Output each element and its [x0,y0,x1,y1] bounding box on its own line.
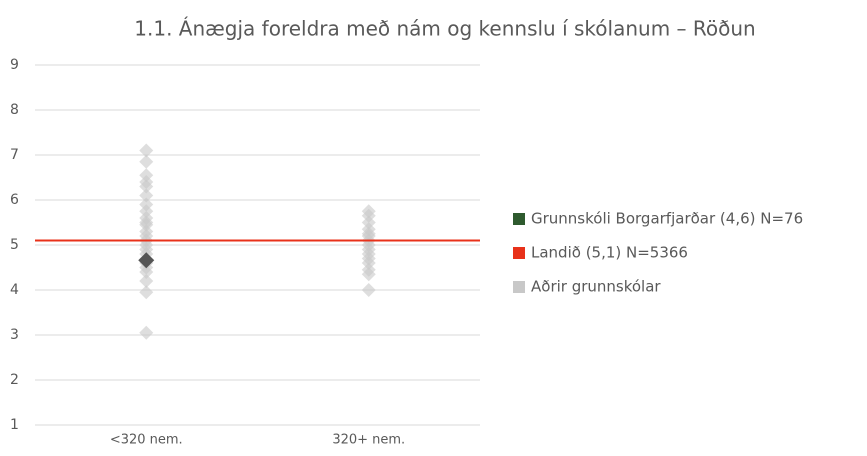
point [139,179,154,194]
x-tick-label: <320 nem. [110,433,183,448]
y-tick-label: 6 [10,192,19,208]
point [361,283,376,297]
chart-title: 1.1. Ánægja foreldra með nám og kennslu … [134,17,755,41]
y-tick-label: 2 [10,372,19,388]
point [139,325,154,340]
point [361,267,376,282]
y-tick-label: 3 [10,327,19,343]
y-tick-label: 5 [10,237,19,253]
legend-label: Landið (5,1) N=5366 [531,244,688,262]
legend-label: Grunnskóli Borgarfjarðar (4,6) N=76 [531,210,803,228]
y-tick-label: 1 [10,417,19,433]
y-tick-label: 7 [10,147,19,163]
y-tick-label: 4 [10,282,19,298]
point [139,188,154,203]
point [139,285,154,300]
x-tick-label: 320+ nem. [332,433,405,448]
legend-label: Aðrir grunnskólar [531,278,661,296]
legend-swatch [513,247,525,259]
point [139,265,154,279]
point [138,252,155,269]
legend-swatch [513,281,525,293]
point [139,274,154,288]
legend-swatch [513,213,525,225]
y-tick-label: 8 [10,102,19,118]
point [139,143,154,158]
point [139,154,154,169]
y-tick-label: 9 [10,57,19,73]
